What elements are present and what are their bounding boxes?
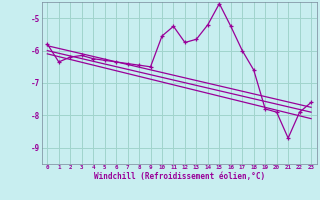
- X-axis label: Windchill (Refroidissement éolien,°C): Windchill (Refroidissement éolien,°C): [94, 172, 265, 181]
